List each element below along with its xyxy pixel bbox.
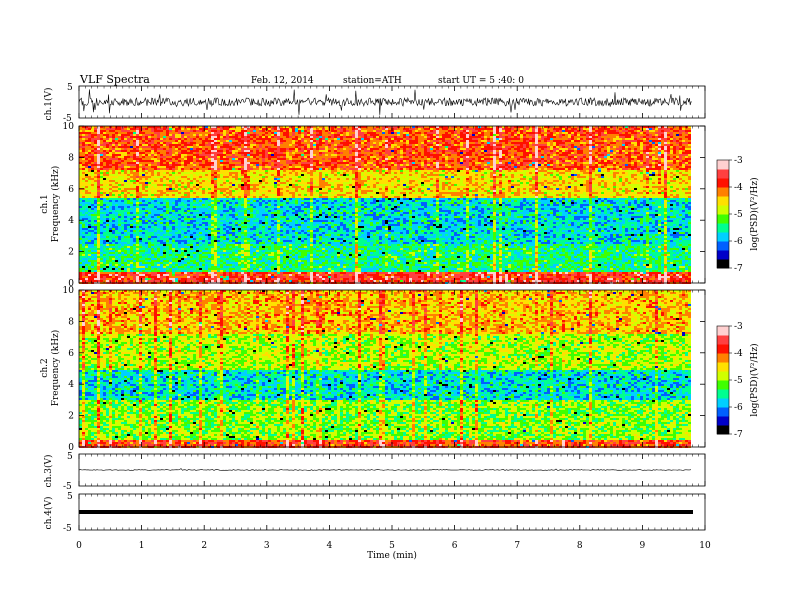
freq-tick-label: 8	[68, 153, 74, 163]
time-tick-label: 2	[201, 541, 207, 551]
colorbar-tick-label: -3	[734, 322, 743, 332]
colorbar-swatch	[717, 344, 729, 354]
colorbar-tick-label: -6	[734, 237, 743, 247]
colorbar-swatch	[717, 160, 729, 170]
ch1-waveform-trace	[79, 89, 692, 115]
time-tick-label: 0	[76, 541, 82, 551]
ch3-waveform-panel: 5 -5 ch.3(V)	[43, 452, 705, 492]
colorbar-swatch	[717, 371, 729, 381]
ch3-waveform-ylabel: ch.3(V)	[43, 455, 54, 488]
freq-tick-label: 8	[68, 317, 74, 327]
time-tick-label: 3	[264, 541, 270, 551]
freq-tick-label: 10	[63, 122, 75, 132]
ch1-frequency-ylabel: Frequency (kHz)	[50, 166, 61, 243]
colorbar-swatch	[717, 416, 729, 426]
ch1-spectrogram-heatmap	[79, 126, 691, 284]
colorbar-swatch	[717, 232, 729, 242]
ch2-spectrogram-channel-label: ch.2	[40, 358, 50, 377]
colorbar-swatch	[717, 205, 729, 215]
colorbar-label: log(PSD)(V²/Hz)	[749, 177, 760, 250]
colorbar-swatch	[717, 407, 729, 417]
freq-tick-label: 4	[68, 380, 74, 390]
colorbar-tick-label: -3	[734, 156, 743, 166]
time-tick-label: 5	[389, 541, 395, 551]
colorbar-swatch	[717, 425, 729, 435]
colorbar-swatch	[717, 326, 729, 336]
colorbar-swatch	[717, 169, 729, 179]
vlf-spectra-figure: VLF Spectra Feb. 12, 2014 station=ATH st…	[0, 0, 792, 612]
figure-title: VLF Spectra	[79, 73, 150, 86]
ch2-colorbar: -3 -4 -5 -6 -7 log(PSD)(V²/Hz)	[717, 322, 760, 440]
colorbar-tick-label: -4	[734, 183, 743, 193]
time-tick-label: 1	[139, 541, 145, 551]
colorbar-swatch	[717, 353, 729, 363]
ch3-ytick-top: 5	[67, 452, 73, 462]
colorbar-swatch	[717, 335, 729, 345]
ch1-waveform-panel: 5 -5 ch.1(V)	[43, 83, 705, 124]
ch4-waveform-panel: 5 -5 ch.4(V)	[43, 492, 705, 534]
figure-canvas: VLF Spectra Feb. 12, 2014 station=ATH st…	[0, 0, 792, 612]
colorbar-tick-label: -5	[734, 376, 743, 386]
colorbar-swatch	[717, 389, 729, 399]
colorbar-tick-label: -7	[734, 430, 743, 440]
colorbar-swatch	[717, 398, 729, 408]
freq-tick-label: 2	[68, 248, 74, 258]
ch2-frequency-ylabel: Frequency (kHz)	[50, 330, 61, 407]
colorbar-label: log(PSD)(V²/Hz)	[749, 343, 760, 416]
ch1-waveform-ylabel: ch.1(V)	[43, 88, 54, 121]
colorbar-swatch	[717, 259, 729, 269]
time-tick-label: 10	[699, 541, 711, 551]
colorbar-swatch	[717, 362, 729, 372]
colorbar-tick-label: -4	[734, 349, 743, 359]
colorbar-swatch	[717, 241, 729, 251]
ch4-waveform-ylabel: ch.4(V)	[43, 497, 54, 530]
colorbar-swatch	[717, 187, 729, 197]
time-tick-label: 6	[452, 541, 458, 551]
ch1-ytick-top: 5	[67, 83, 73, 93]
ch4-waveform-trace	[79, 510, 693, 514]
freq-tick-label: 10	[63, 286, 75, 296]
colorbar-swatch	[717, 196, 729, 206]
freq-tick-label: 6	[68, 349, 74, 359]
start-time-label: start UT = 5 :40: 0	[438, 76, 524, 86]
colorbar-swatch	[717, 214, 729, 224]
freq-tick-label: 2	[68, 412, 74, 422]
colorbar-swatch	[717, 178, 729, 188]
ch1-colorbar: -3 -4 -5 -6 -7 log(PSD)(V²/Hz)	[717, 156, 760, 274]
colorbar-tick-label: -5	[734, 210, 743, 220]
time-tick-label: 4	[327, 541, 333, 551]
freq-tick-label: 6	[68, 185, 74, 195]
time-tick-label: 8	[577, 541, 583, 551]
date-label: Feb. 12, 2014	[251, 76, 314, 86]
ch3-ytick-bottom: -5	[63, 482, 72, 492]
station-label: station=ATH	[343, 76, 402, 86]
colorbar-swatch	[717, 223, 729, 233]
colorbar-swatch	[717, 250, 729, 260]
colorbar-tick-label: -7	[734, 264, 743, 274]
freq-tick-label: 4	[68, 216, 74, 226]
time-tick-label: 9	[640, 541, 646, 551]
time-tick-label: 7	[514, 541, 520, 551]
ch1-spectrogram-channel-label: ch.1	[40, 194, 50, 213]
ch2-spectrogram-heatmap	[79, 290, 691, 448]
colorbar-tick-label: -6	[734, 403, 743, 413]
ch3-waveform-trace	[79, 469, 691, 471]
ch4-ytick-top: 5	[67, 492, 73, 502]
colorbar-swatch	[717, 380, 729, 390]
time-axis-label: Time (min)	[367, 550, 417, 561]
ch4-ytick-bottom: -5	[63, 524, 72, 534]
